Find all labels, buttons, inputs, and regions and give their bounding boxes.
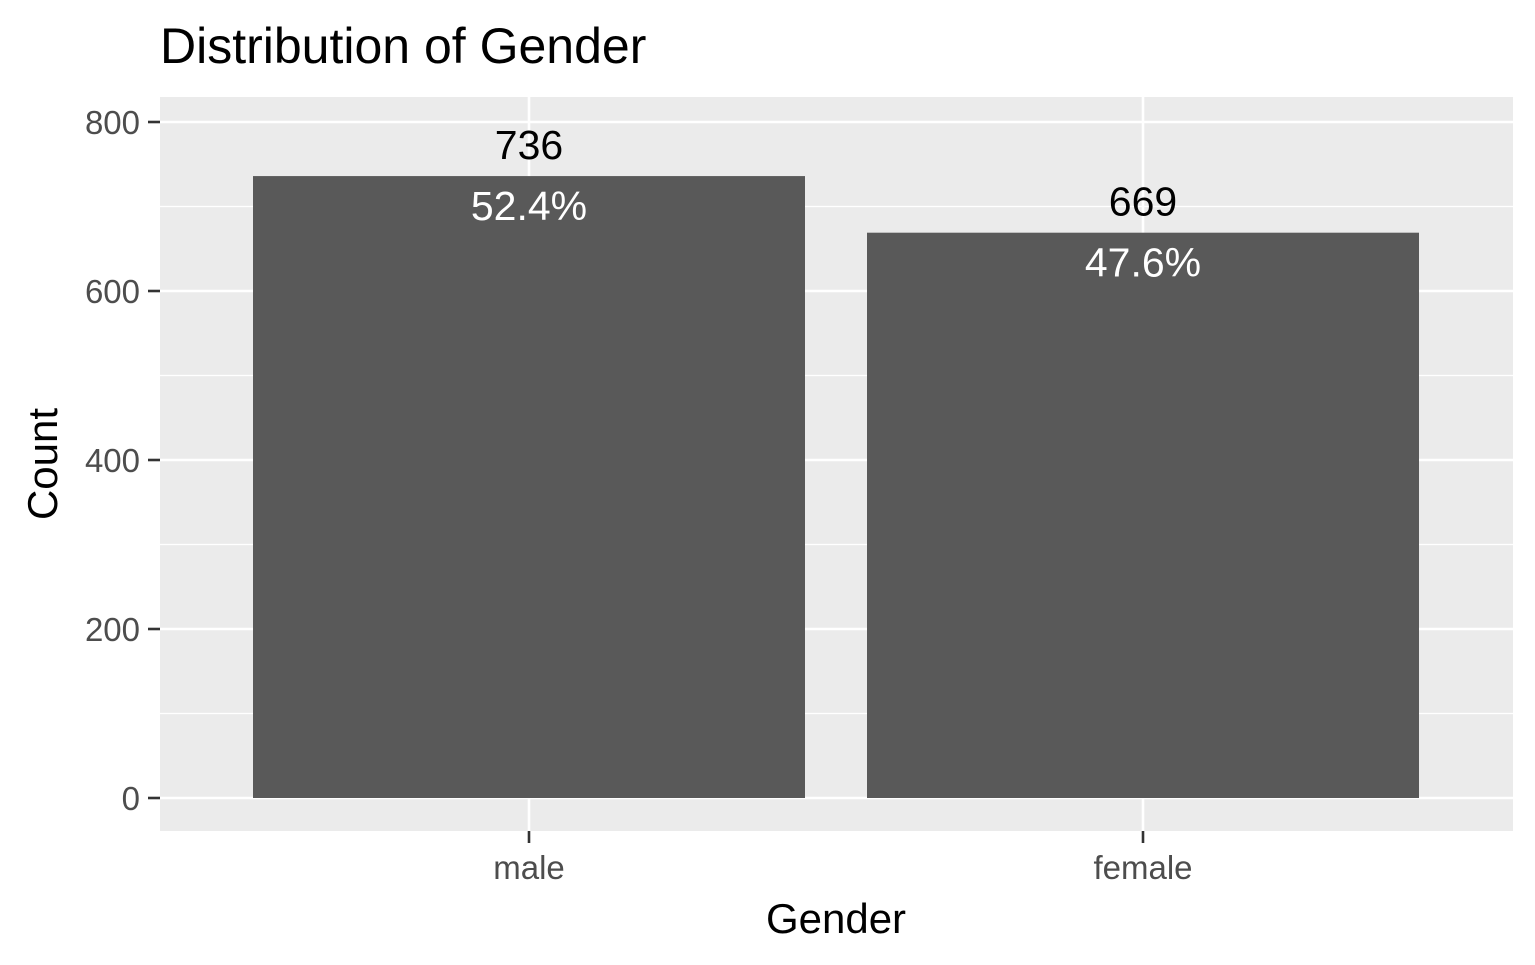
bar-female (867, 232, 1419, 798)
y-tick-label: 400 (85, 442, 140, 479)
count-label: 669 (1109, 179, 1177, 225)
percent-label: 47.6% (1085, 240, 1201, 286)
bar-male (253, 176, 805, 798)
bar-labels: 736 52.4% 669 47.6% (471, 122, 1201, 286)
percent-label: 52.4% (471, 183, 587, 229)
bars (253, 176, 1419, 798)
chart-title: Distribution of Gender (160, 18, 646, 74)
y-tick-label: 0 (122, 780, 140, 817)
x-tick-label: female (1093, 849, 1192, 886)
count-label: 736 (495, 122, 563, 168)
y-axis-title: Count (19, 408, 66, 520)
x-axis: male female (493, 831, 1193, 886)
y-tick-label: 800 (85, 104, 140, 141)
y-tick-label: 600 (85, 273, 140, 310)
y-axis: 0 200 400 600 800 (85, 104, 160, 817)
x-axis-title: Gender (766, 895, 906, 942)
x-tick-label: male (493, 849, 565, 886)
y-tick-label: 200 (85, 611, 140, 648)
